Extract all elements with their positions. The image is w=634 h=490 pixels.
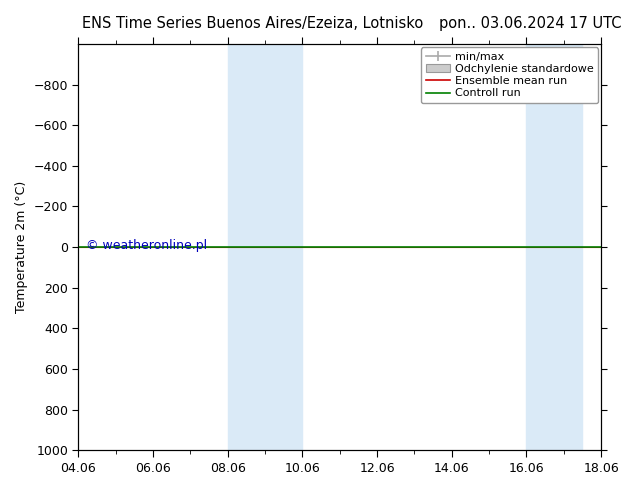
Y-axis label: Temperature 2m (°C): Temperature 2m (°C) [15,181,28,313]
Bar [526,44,583,450]
Legend: min/max, Odchylenie standardowe, Ensemble mean run, Controll run: min/max, Odchylenie standardowe, Ensembl… [421,48,598,103]
Text: pon.. 03.06.2024 17 UTC: pon.. 03.06.2024 17 UTC [439,16,621,31]
Text: ENS Time Series Buenos Aires/Ezeiza, Lotnisko: ENS Time Series Buenos Aires/Ezeiza, Lot… [82,16,424,31]
Bar [228,44,302,450]
Text: © weatheronline.pl: © weatheronline.pl [86,239,207,251]
